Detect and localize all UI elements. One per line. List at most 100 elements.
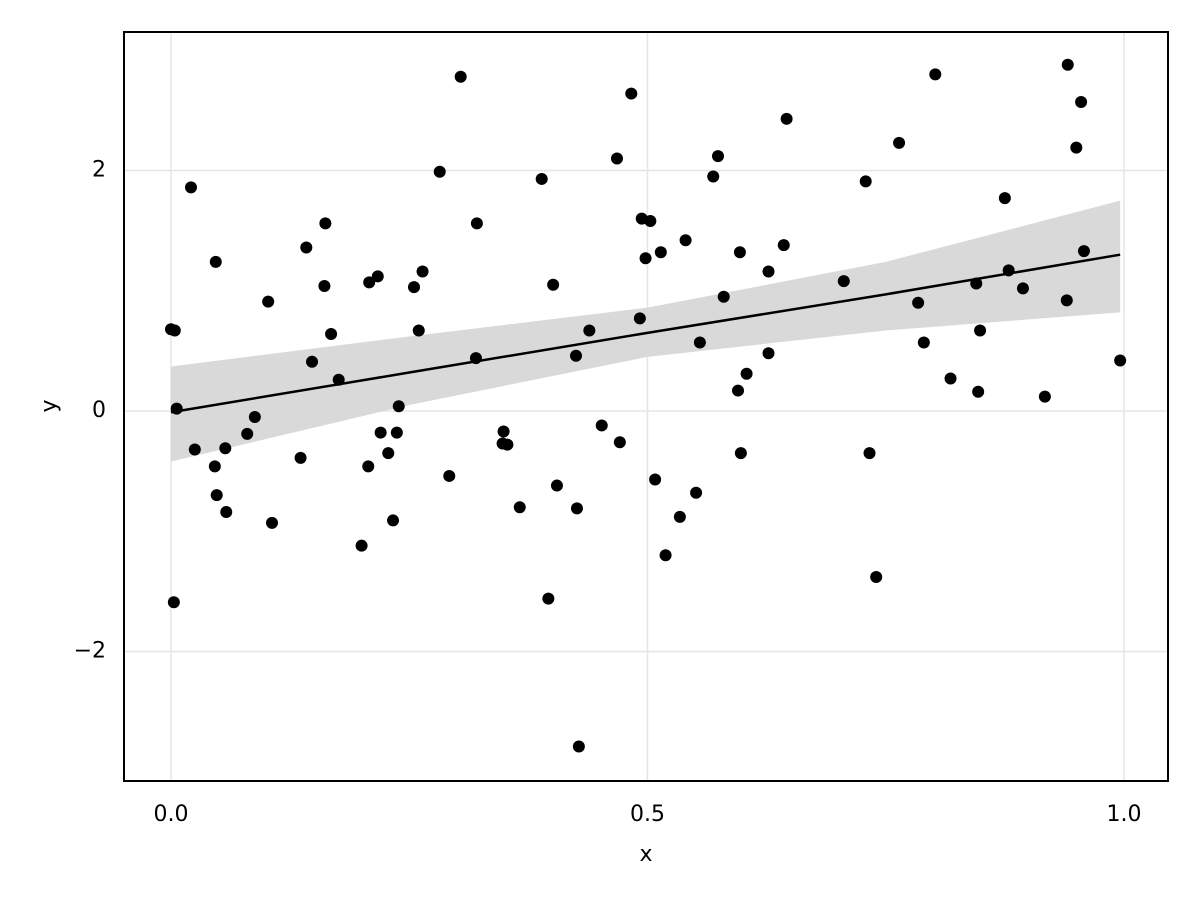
- point: [644, 215, 657, 228]
- x-axis-label: x: [639, 842, 652, 867]
- point: [433, 165, 446, 178]
- point: [513, 501, 526, 514]
- point: [387, 514, 400, 527]
- point: [248, 411, 261, 424]
- point: [416, 265, 429, 278]
- point: [265, 516, 278, 529]
- point: [1038, 390, 1051, 403]
- y-axis-label: y: [37, 399, 62, 412]
- point: [762, 265, 775, 278]
- point: [325, 328, 338, 341]
- point: [595, 419, 608, 432]
- point: [912, 296, 925, 309]
- point: [547, 278, 560, 291]
- point: [262, 295, 275, 308]
- point: [998, 192, 1011, 205]
- axes-frame: [123, 31, 1169, 782]
- point: [412, 324, 425, 337]
- point: [168, 324, 181, 337]
- point: [306, 355, 319, 368]
- point: [570, 502, 583, 515]
- x-tick-label: 0.0: [153, 802, 188, 827]
- point: [535, 172, 548, 185]
- point: [583, 324, 596, 337]
- point: [501, 438, 514, 451]
- point: [780, 112, 793, 125]
- point: [1075, 95, 1088, 108]
- point: [733, 246, 746, 259]
- point: [944, 372, 957, 385]
- point: [707, 170, 720, 183]
- point: [863, 447, 876, 460]
- point: [1060, 294, 1073, 307]
- y-tick-label: 0: [92, 398, 106, 423]
- point: [497, 425, 510, 438]
- point: [610, 152, 623, 165]
- point: [454, 70, 467, 83]
- point: [208, 460, 221, 473]
- point: [859, 175, 872, 188]
- x-tick-label: 1.0: [1106, 802, 1141, 827]
- point: [210, 489, 223, 502]
- point: [679, 234, 692, 247]
- point: [374, 426, 387, 439]
- point: [443, 469, 456, 482]
- point: [1077, 245, 1090, 258]
- point: [1002, 264, 1015, 277]
- point: [613, 436, 626, 449]
- point: [929, 68, 942, 81]
- point: [184, 181, 197, 194]
- confidence-band: [170, 200, 1121, 462]
- point: [550, 479, 563, 492]
- x-tick-label: 0.5: [630, 802, 665, 827]
- grid: [124, 32, 1168, 781]
- point: [570, 349, 583, 362]
- point: [659, 549, 672, 562]
- point: [870, 570, 883, 583]
- point: [407, 281, 420, 294]
- point: [762, 347, 775, 360]
- point: [690, 486, 703, 499]
- y-tick-label: 2: [92, 158, 106, 183]
- point: [1061, 58, 1074, 71]
- point: [893, 136, 906, 149]
- point: [972, 385, 985, 398]
- point: [711, 150, 724, 163]
- point: [469, 352, 482, 365]
- point: [717, 290, 730, 303]
- point: [633, 312, 646, 325]
- point: [318, 279, 331, 292]
- point: [392, 400, 405, 413]
- point: [542, 592, 555, 605]
- point: [639, 252, 652, 265]
- point: [693, 336, 706, 349]
- point: [362, 460, 375, 473]
- y-tick-label: −2: [74, 638, 106, 663]
- point: [300, 241, 313, 254]
- point: [572, 740, 585, 753]
- point: [1114, 354, 1127, 367]
- point: [355, 539, 368, 552]
- point: [167, 596, 180, 609]
- point: [673, 510, 686, 523]
- point: [319, 217, 332, 230]
- point: [241, 427, 254, 440]
- point: [837, 275, 850, 288]
- point: [220, 506, 233, 519]
- plot-area: [164, 58, 1127, 753]
- point: [777, 239, 790, 252]
- point: [970, 277, 983, 290]
- point: [382, 447, 395, 460]
- point: [734, 447, 747, 460]
- point: [1016, 282, 1029, 295]
- point: [732, 384, 745, 397]
- point: [974, 324, 987, 337]
- point: [170, 402, 183, 415]
- point: [625, 87, 638, 100]
- point: [390, 426, 403, 439]
- point: [654, 246, 667, 259]
- point: [371, 270, 384, 283]
- point: [740, 367, 753, 380]
- point: [219, 442, 232, 455]
- point: [470, 217, 483, 230]
